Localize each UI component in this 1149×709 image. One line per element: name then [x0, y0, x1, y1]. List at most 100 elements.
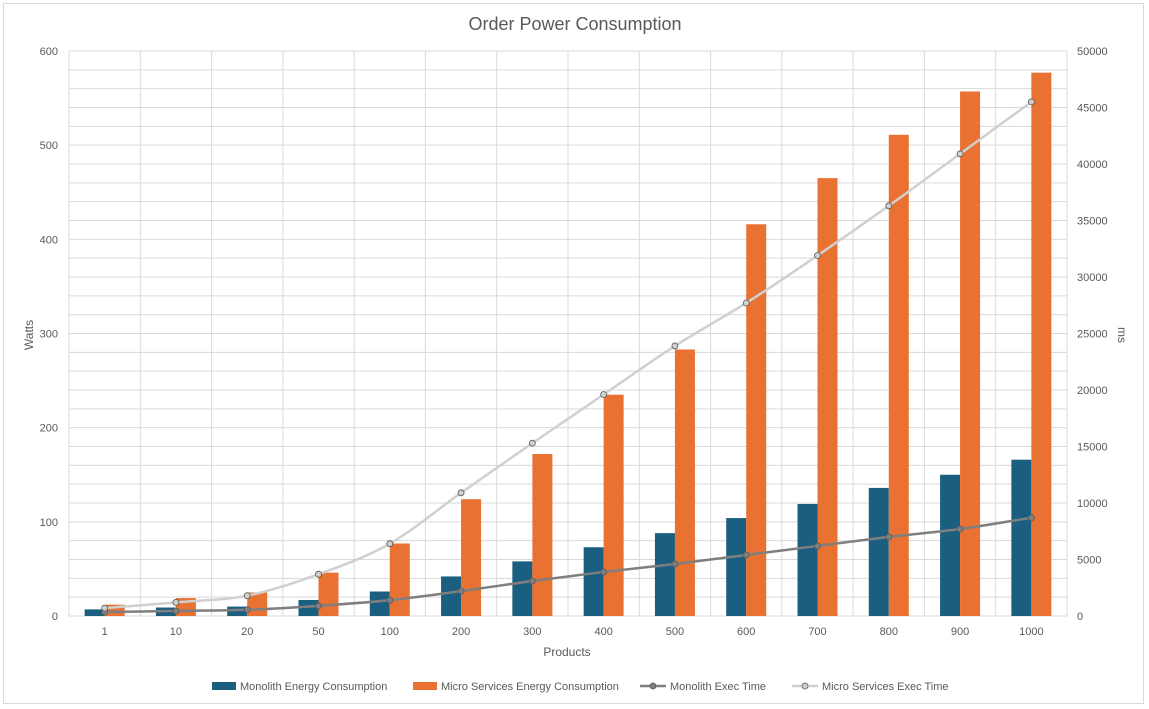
x-tick-label: 300: [523, 626, 541, 638]
legend: Monolith Energy Consumption Micro Service…: [212, 681, 949, 693]
bar-microservices-energy: [1031, 72, 1052, 617]
x-tick-label: 800: [880, 626, 898, 638]
marker-microservices-exec-time: [243, 592, 251, 600]
marker-monolith-exec-time: [814, 542, 821, 550]
x-tick-label: 100: [381, 626, 399, 638]
bar-monolith-energy: [512, 561, 533, 616]
marker-microservices-exec-time: [457, 489, 465, 497]
x-tick-label: 500: [666, 626, 684, 638]
bar-microservices-energy: [674, 349, 695, 616]
marker-microservices-exec-time: [315, 570, 322, 578]
x-tick-label: 20: [241, 626, 253, 638]
y-axis-right: 0 5000 10000 15000 20000 25000 30000 35000 40000…: [1077, 46, 1108, 623]
y2-tick-label: 30000: [1077, 272, 1108, 284]
y2-tick-label: 5000: [1077, 555, 1101, 567]
marker-monolith-exec-time: [386, 596, 394, 604]
y2-axis-label: ms: [1115, 327, 1129, 343]
marker-monolith-exec-time: [457, 587, 465, 595]
bar-microservices-energy: [104, 604, 125, 616]
bar-monolith-energy: [298, 599, 319, 616]
x-tick-label: 50: [312, 626, 324, 638]
bar-monolith-energy: [940, 474, 961, 616]
bar-monolith-energy: [1011, 459, 1032, 616]
y-tick-label: 300: [40, 329, 58, 341]
y-tick-label: 500: [40, 140, 58, 152]
line-monolith-exec-time: [104, 516, 1032, 614]
marker-microservices-exec-time: [600, 391, 608, 398]
bar-microservices-energy: [960, 91, 981, 616]
marker-monolith-exec-time: [956, 525, 964, 533]
bar-microservices-energy: [746, 224, 767, 616]
x-tick-label: 400: [594, 626, 612, 638]
y2-tick-label: 10000: [1077, 498, 1108, 510]
marker-microservices-exec-time: [956, 150, 964, 158]
bar-microservices-energy: [603, 394, 624, 616]
marker-monolith-exec-time: [315, 602, 322, 610]
x-tick-label: 1: [102, 626, 108, 638]
bar-microservices-energy: [389, 543, 410, 616]
marker-monolith-exec-time: [1027, 514, 1035, 522]
marker-microservices-exec-time: [742, 299, 750, 307]
marker-microservices-exec-time: [671, 342, 679, 350]
legend-label: Micro Services Energy Consumption: [441, 681, 619, 693]
marker-monolith-exec-time: [172, 607, 180, 615]
bar-monolith-energy: [654, 533, 675, 616]
x-tick-label: 900: [951, 626, 969, 638]
marker-monolith-exec-time: [528, 577, 536, 585]
bar-monolith-energy: [441, 576, 462, 616]
marker-microservices-exec-time: [885, 202, 893, 210]
bar-monolith-energy: [797, 503, 818, 616]
y2-tick-label: 25000: [1077, 329, 1108, 341]
lines: [101, 98, 1035, 616]
y2-tick-label: 0: [1077, 611, 1083, 623]
x-axis: 1 10 20 50 100 200 300 400 500 600 700 800 900 1000: [102, 626, 1044, 638]
y2-tick-label: 35000: [1077, 216, 1108, 228]
bar-monolith-energy: [868, 487, 889, 616]
y2-tick-label: 15000: [1077, 442, 1108, 454]
y-tick-label: 200: [40, 423, 58, 435]
marker-monolith-exec-time: [885, 533, 893, 541]
bar-microservices-energy: [318, 572, 339, 616]
bar-monolith-energy: [726, 518, 747, 616]
marker-monolith-exec-time: [600, 568, 608, 576]
marker-monolith-exec-time: [671, 560, 679, 568]
marker-microservices-exec-time: [1027, 98, 1035, 106]
y-tick-label: 400: [40, 234, 58, 246]
marker-microservices-exec-time: [101, 604, 109, 612]
legend-label: Monolith Exec Time: [670, 681, 766, 693]
marker-monolith-exec-time: [742, 551, 750, 559]
x-tick-label: 200: [452, 626, 470, 638]
chart-title: Order Power Consumption: [468, 14, 681, 34]
marker-microservices-exec-time: [528, 439, 536, 447]
marker-monolith-exec-time: [243, 606, 251, 614]
bar-monolith-energy: [369, 591, 390, 616]
bar-monolith-energy: [583, 547, 604, 616]
legend-label: Monolith Energy Consumption: [240, 681, 387, 693]
marker-microservices-exec-time: [814, 252, 821, 259]
grid: [68, 50, 1068, 617]
bar-microservices-energy: [888, 134, 909, 616]
y-tick-label: 100: [40, 517, 58, 529]
bar-microservices-energy: [817, 178, 838, 616]
x-tick-label: 1000: [1019, 626, 1043, 638]
y2-tick-label: 40000: [1077, 159, 1108, 171]
legend-swatch-marker: [649, 682, 657, 690]
y-axis-label: Watts: [22, 320, 36, 350]
legend-label: Micro Services Exec Time: [822, 681, 949, 693]
bar-monolith-energy: [84, 609, 105, 616]
legend-swatch-bar: [212, 682, 236, 690]
y-tick-label: 0: [52, 611, 58, 623]
y2-tick-label: 45000: [1077, 103, 1108, 115]
legend-swatch-bar: [413, 682, 437, 690]
x-axis-label: Products: [543, 645, 590, 659]
y-axis-left: 0 100 200 300 400 500 600: [40, 46, 58, 623]
marker-microservices-exec-time: [386, 540, 394, 548]
y2-tick-label: 50000: [1077, 46, 1108, 58]
x-tick-label: 10: [170, 626, 182, 638]
x-tick-label: 600: [737, 626, 755, 638]
y-tick-label: 600: [40, 46, 58, 58]
bar-microservices-energy: [461, 499, 482, 616]
bar-microservices-energy: [532, 454, 553, 616]
x-tick-label: 700: [808, 626, 826, 638]
